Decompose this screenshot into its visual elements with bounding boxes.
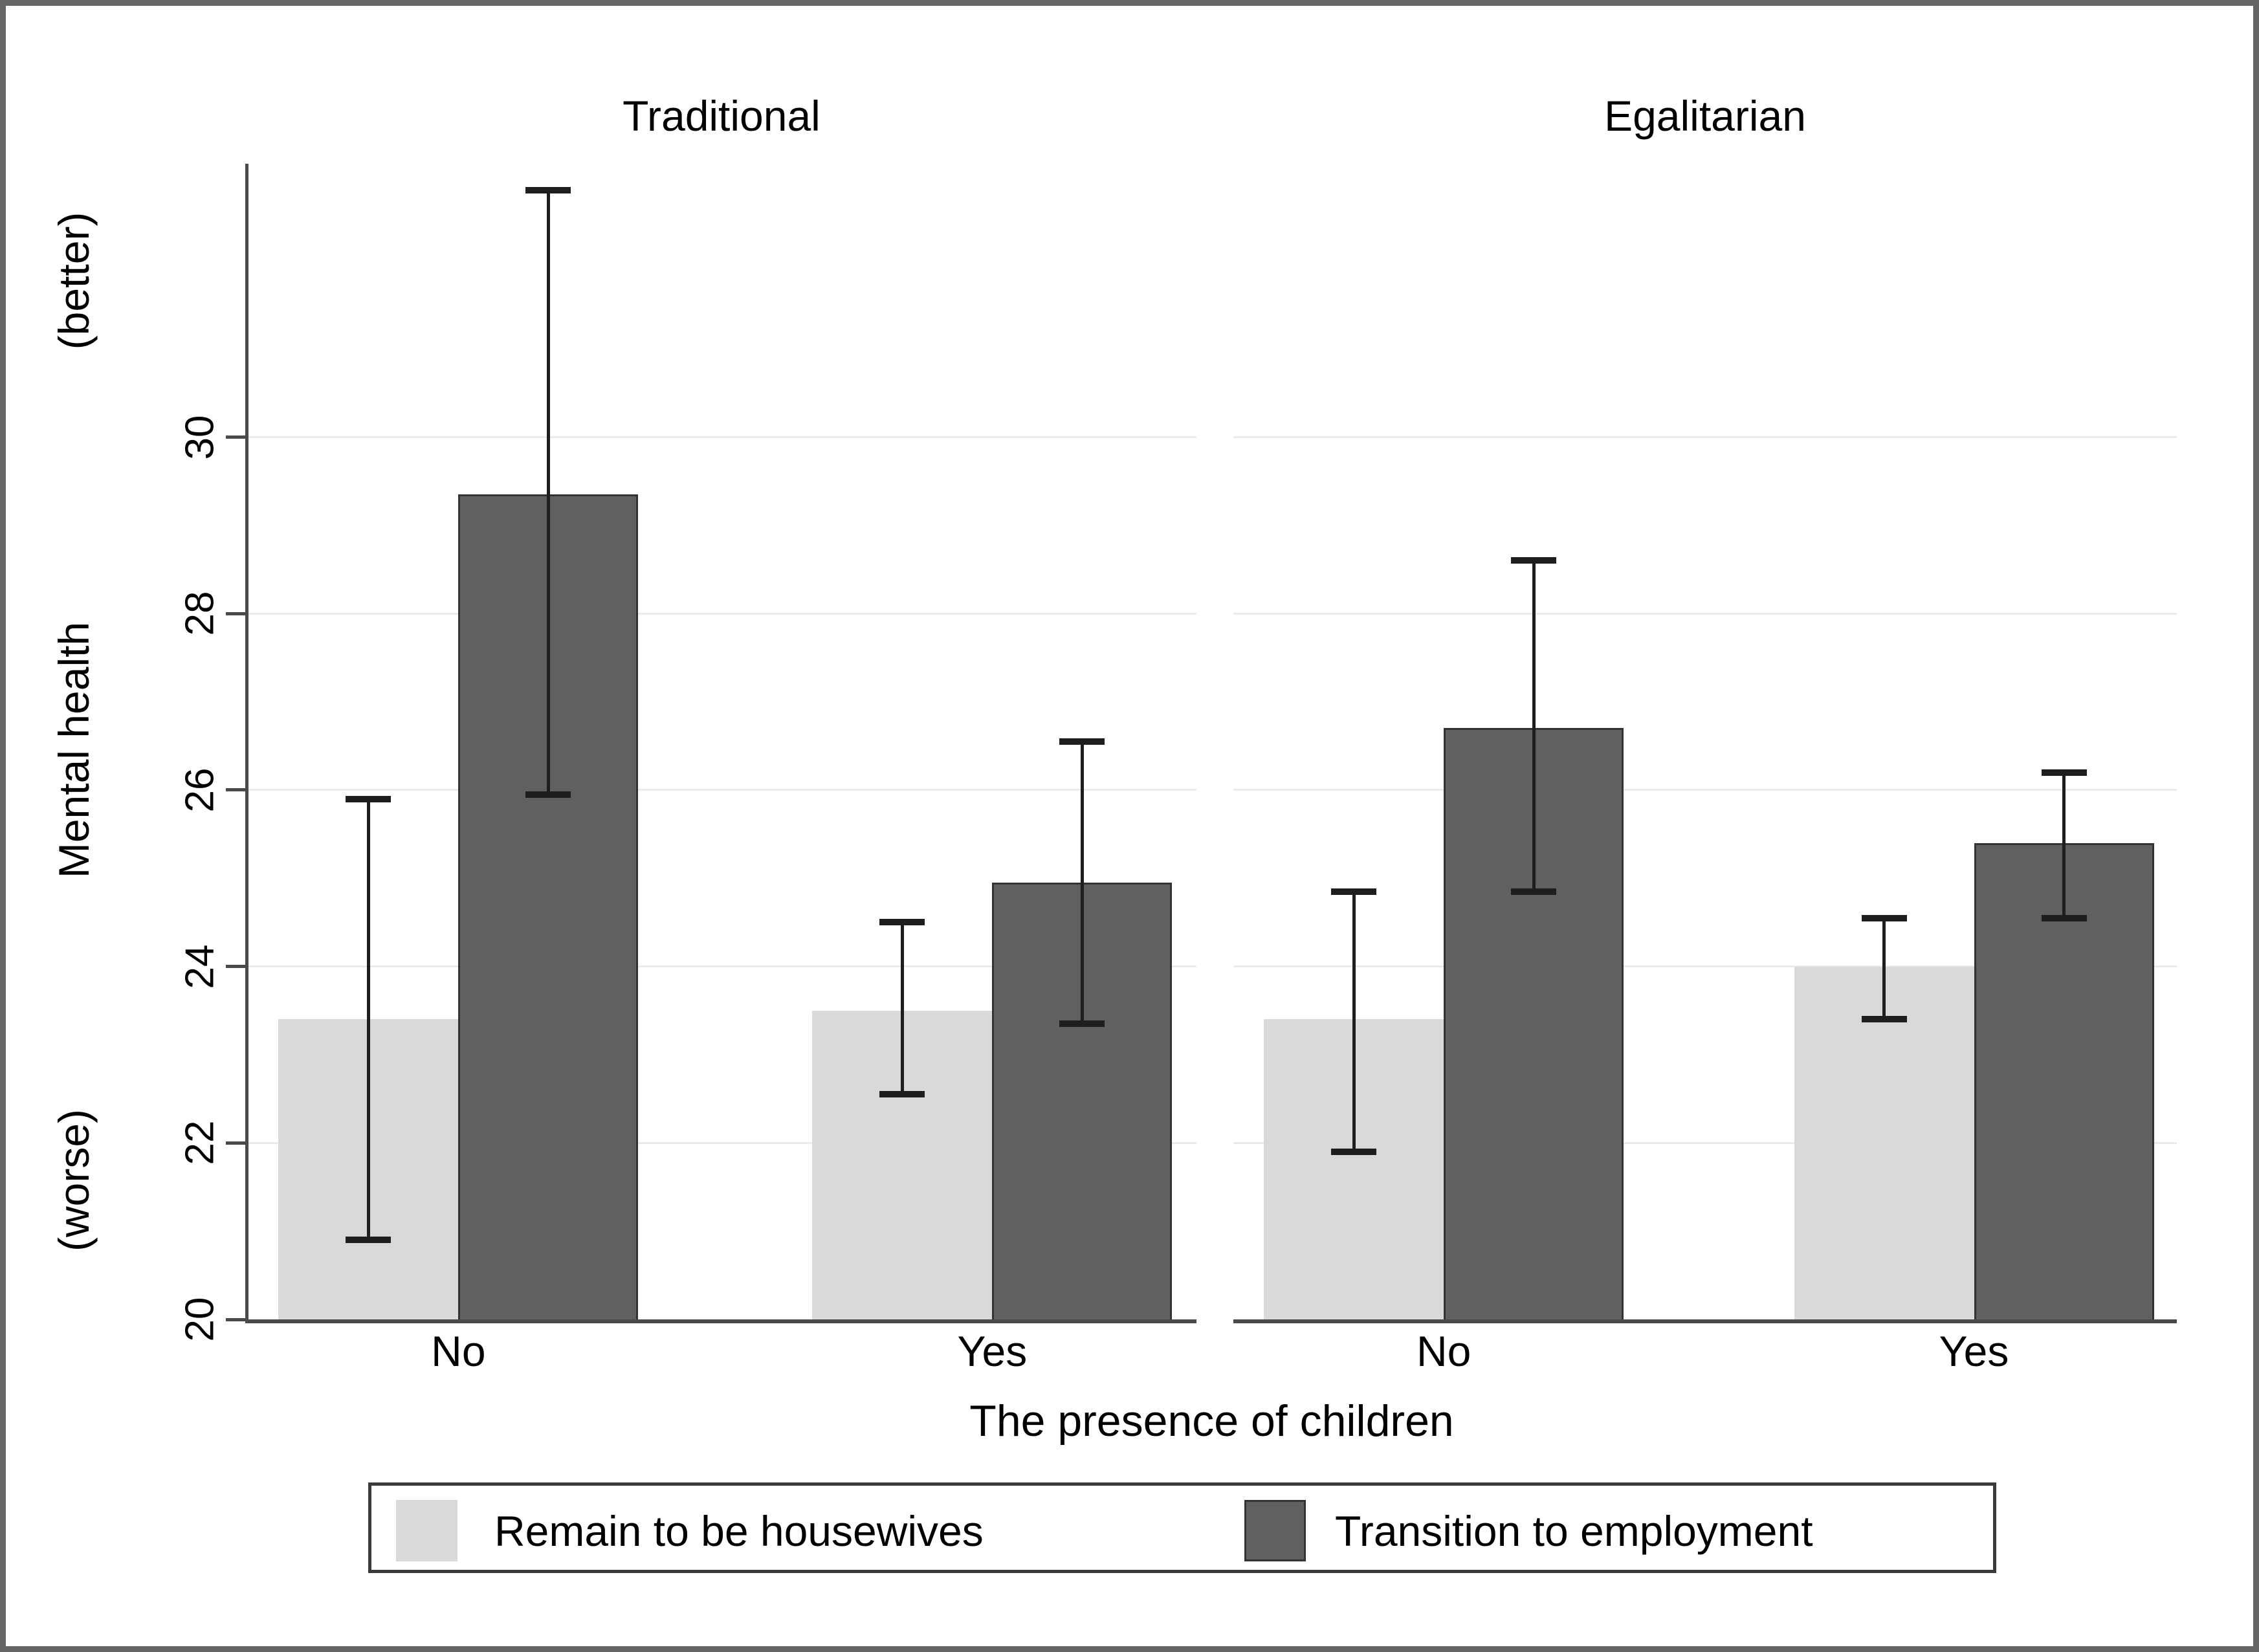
legend-label-employment: Transition to employment [1335,1507,1813,1555]
legend-swatch-housewives [396,1500,457,1561]
y-tick-label-text-24: 24 [177,944,223,989]
x-tick-label-egalitarian-no: No [1416,1327,1471,1375]
error-cap-bottom-traditional-no-series0 [346,1237,391,1244]
panel-title-traditional: Traditional [623,92,821,140]
y-tick-20 [226,1317,247,1321]
error-cap-top-traditional-no-series1 [525,186,571,193]
y-tick-28 [226,611,247,615]
gridline-30-panel1 [1233,436,2177,438]
y-tick-26 [226,788,247,792]
legend: Remain to be housewives Transition to em… [368,1482,1996,1573]
x-axis-line-panel0 [247,1319,1196,1323]
bar-egalitarian-yes-series0 [1794,966,1974,1319]
error-line-traditional-yes-series1 [1080,741,1084,1024]
x-tick-label-traditional-no: No [431,1327,486,1375]
x-tick-label-egalitarian-yes: Yes [1939,1327,2009,1375]
error-line-traditional-no-series0 [366,798,370,1240]
error-cap-bottom-traditional-yes-series1 [1059,1020,1105,1028]
y-tick-label-text-26: 26 [177,767,223,813]
error-cap-top-egalitarian-no-series0 [1331,888,1377,895]
x-axis-title: The presence of children [969,1396,1454,1446]
gridline-26-panel1 [1233,789,2177,791]
error-cap-bottom-egalitarian-yes-series1 [2041,914,2087,921]
y-tick-label-text-22: 22 [177,1120,223,1165]
panel-title-egalitarian: Egalitarian [1604,92,1806,140]
gridline-24-panel0 [247,965,1196,968]
y-axis-line [245,164,248,1323]
y-tick-label-text-20: 20 [177,1297,223,1342]
x-axis-line-panel1 [1233,1319,2177,1323]
error-cap-top-egalitarian-yes-series1 [2041,769,2087,776]
error-cap-top-traditional-yes-series0 [879,919,925,926]
y-tick-22 [226,1141,247,1145]
legend-swatch-employment [1244,1500,1306,1561]
error-line-egalitarian-yes-series0 [1882,918,1886,1020]
gridline-26-panel0 [247,789,1196,791]
error-cap-bottom-egalitarian-yes-series0 [1861,1016,1907,1023]
y-tick-30 [226,435,247,439]
error-cap-bottom-traditional-yes-series0 [879,1091,925,1098]
y-tick-24 [226,965,247,969]
gridline-28-panel1 [1233,612,2177,615]
error-line-egalitarian-no-series0 [1352,891,1356,1152]
gridline-22-panel1 [1233,1141,2177,1144]
gridline-24-panel1 [1233,965,2177,968]
error-cap-top-traditional-no-series0 [346,795,391,802]
error-cap-bottom-egalitarian-no-series1 [1511,888,1557,895]
x-tick-label-traditional-yes: Yes [957,1327,1028,1375]
legend-label-housewives: Remain to be housewives [494,1507,984,1555]
error-line-egalitarian-no-series1 [1532,560,1536,892]
error-cap-top-egalitarian-no-series1 [1511,557,1557,564]
gridline-28-panel0 [247,612,1196,615]
error-cap-top-traditional-yes-series1 [1059,738,1105,745]
error-cap-bottom-traditional-no-series1 [525,791,571,798]
y-tick-label-text-28: 28 [177,591,223,636]
error-cap-top-egalitarian-yes-series0 [1861,914,1907,921]
gridline-22-panel0 [247,1141,1196,1144]
y-tick-label-text-30: 30 [177,415,223,459]
gridline-30-panel0 [247,436,1196,438]
error-line-traditional-yes-series0 [900,922,904,1095]
error-cap-bottom-egalitarian-no-series0 [1331,1148,1377,1155]
error-line-egalitarian-yes-series1 [2062,772,2066,918]
error-line-traditional-no-series1 [546,190,550,795]
